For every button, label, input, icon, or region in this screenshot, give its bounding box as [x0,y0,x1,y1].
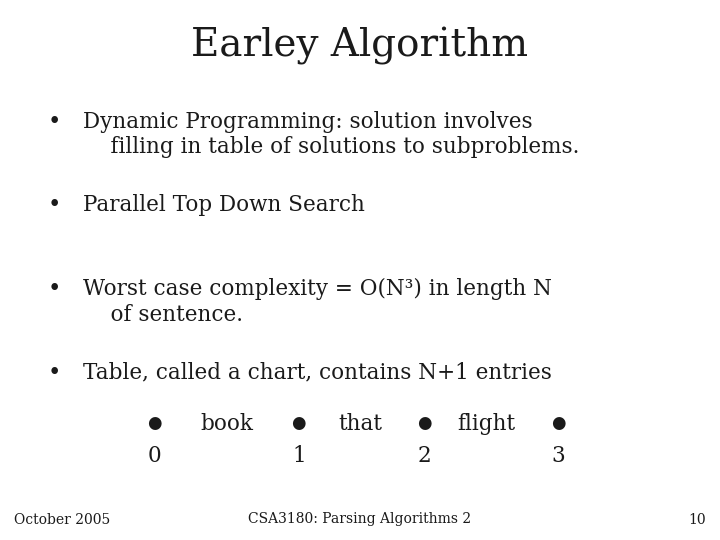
Text: book: book [200,413,253,435]
Text: Worst case complexity = O(N³) in length N
    of sentence.: Worst case complexity = O(N³) in length … [83,278,552,326]
Text: Parallel Top Down Search: Parallel Top Down Search [83,194,364,217]
Text: 2: 2 [418,446,432,467]
Text: ●: ● [148,415,162,433]
Text: October 2005: October 2005 [14,512,111,526]
Text: •: • [48,111,60,133]
Text: CSA3180: Parsing Algorithms 2: CSA3180: Parsing Algorithms 2 [248,512,472,526]
Text: •: • [48,362,60,384]
Text: •: • [48,194,60,217]
Text: ●: ● [551,415,565,433]
Text: •: • [48,278,60,300]
Text: 3: 3 [551,446,565,467]
Text: ●: ● [418,415,432,433]
Text: 10: 10 [688,512,706,526]
Text: that: that [338,413,382,435]
Text: Earley Algorithm: Earley Algorithm [192,27,528,65]
Text: ●: ● [292,415,306,433]
Text: flight: flight [457,413,515,435]
Text: 0: 0 [148,446,161,467]
Text: Dynamic Programming: solution involves
    filling in table of solutions to subp: Dynamic Programming: solution involves f… [83,111,579,158]
Text: 1: 1 [292,446,305,467]
Text: Table, called a chart, contains N+1 entries: Table, called a chart, contains N+1 entr… [83,362,552,384]
